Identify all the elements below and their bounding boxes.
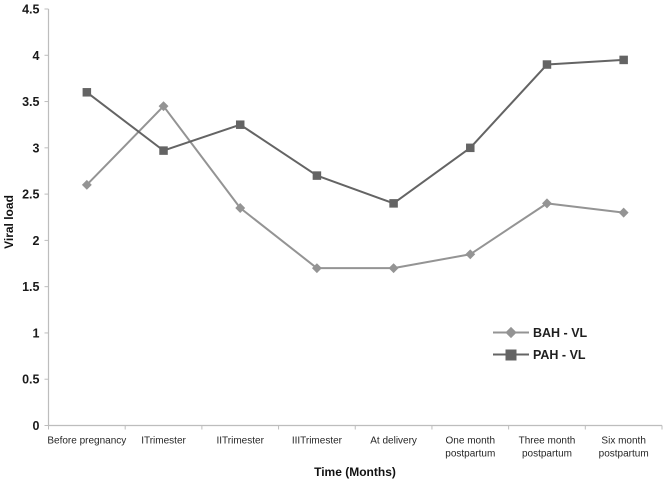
series-pah-vl xyxy=(82,55,628,208)
y-tick-label: 0 xyxy=(33,419,40,433)
y-axis-title: Viral load xyxy=(2,195,16,249)
x-category-label: One month postpartum xyxy=(445,436,495,460)
legend-item-bah-vl: BAH - VL xyxy=(492,325,588,340)
x-category-label: IIITrimester xyxy=(292,436,343,447)
x-axis-title: Time (Months) xyxy=(314,465,396,479)
x-category-label: IITrimester xyxy=(217,436,265,447)
x-category-label: Six month postpartum xyxy=(599,436,649,460)
x-axis: Before pregnancy ITrimester IITrimester III… xyxy=(47,424,663,460)
diamond-marker-line-icon xyxy=(493,326,529,339)
series-line-pah-vl xyxy=(86,58,624,205)
y-tick-label: 0.5 xyxy=(22,373,39,387)
y-axis: 0 0.5 1 1.5 2 2.5 3 3.5 4 4.5 xyxy=(22,3,50,433)
x-category-label: Three month postpartum xyxy=(519,436,576,460)
legend-item-pah-vl: PAH - VL xyxy=(492,347,587,362)
x-category-label: At delivery xyxy=(370,436,417,447)
y-tick-label: 1.5 xyxy=(22,280,39,294)
series-bah-vl xyxy=(81,101,629,274)
series-line-bah-vl xyxy=(86,105,624,270)
x-category-label: ITrimester xyxy=(141,436,186,447)
square-marker-line-icon xyxy=(493,349,529,361)
legend-label-bah-vl: BAH - VL xyxy=(533,325,588,340)
x-category-label: Before pregnancy xyxy=(47,436,126,447)
y-tick-label: 2.5 xyxy=(22,188,39,202)
y-tick-label: 3.5 xyxy=(22,95,39,109)
y-tick-label: 3 xyxy=(33,141,40,155)
y-tick-label: 4.5 xyxy=(22,3,39,17)
y-tick-label: 4 xyxy=(33,49,40,63)
legend: BAH - VL PAH - VL xyxy=(492,325,588,362)
y-tick-label: 2 xyxy=(33,234,40,248)
y-tick-label: 1 xyxy=(33,326,40,340)
legend-label-pah-vl: PAH - VL xyxy=(533,347,586,362)
